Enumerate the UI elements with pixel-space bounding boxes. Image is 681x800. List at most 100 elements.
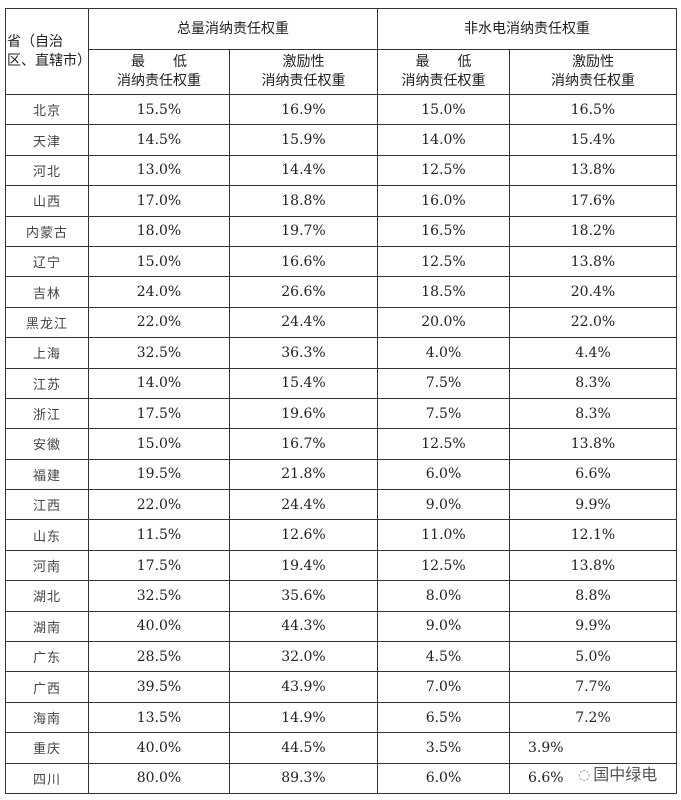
nonhydro-incentive-cell: 5.0% — [509, 641, 677, 673]
nonhydro-incentive-cell: 6.6% — [509, 762, 677, 794]
nonhydro-min-cell: 6.5% — [377, 701, 510, 734]
wechat-icon: ◌ — [578, 767, 591, 783]
total-incentive-cell: 19.4% — [229, 549, 378, 582]
total-incentive-cell: 44.5% — [229, 732, 378, 764]
header-line: 消纳责任权重 — [401, 73, 486, 89]
nonhydro-min-cell: 9.0% — [377, 610, 510, 643]
nonhydro-min-header: 最 低消纳责任权重 — [377, 49, 510, 95]
nonhydro-min-cell: 15.0% — [377, 93, 510, 126]
nonhydro-incentive-cell: 13.8% — [509, 428, 677, 460]
nonhydro-incentive-cell: 8.3% — [509, 367, 677, 399]
province-cell: 江西 — [5, 489, 89, 521]
total-min-cell: 15.5% — [88, 93, 230, 126]
nonhydro-incentive-header: 激励性 消纳责任权重 — [509, 49, 677, 95]
total-incentive-cell: 16.9% — [229, 93, 378, 126]
nonhydro-incentive-cell: 8.3% — [509, 397, 677, 430]
total-min-cell: 13.5% — [88, 701, 230, 734]
nonhydro-min-cell: 7.5% — [377, 397, 510, 430]
total-min-cell: 11.5% — [88, 519, 230, 551]
total-incentive-cell: 12.6% — [229, 519, 378, 551]
header-line: 消纳责任权重 — [117, 73, 201, 89]
province-cell: 四川 — [5, 762, 89, 794]
table-row: 福建 19.5% 21.8% 6.0% 6.6% — [5, 458, 677, 491]
province-cell: 湖北 — [5, 580, 89, 612]
nonhydro-min-cell: 8.0% — [377, 580, 510, 612]
province-cell: 黑龙江 — [5, 306, 89, 339]
nonhydro-min-cell: 9.0% — [377, 489, 510, 521]
total-incentive-cell: 44.3% — [229, 610, 378, 643]
total-incentive-cell: 19.7% — [229, 215, 378, 247]
nonhydro-min-cell: 3.5% — [377, 732, 510, 764]
table-row: 天津 14.5% 15.9% 14.0% 15.4% — [5, 124, 677, 156]
province-cell: 河北 — [5, 154, 89, 187]
province-cell: 天津 — [5, 124, 89, 156]
table-row: 广东 28.5% 32.0% 4.5% 5.0% — [5, 641, 677, 673]
nonhydro-min-cell: 12.5% — [377, 154, 510, 187]
nonhydro-min-cell: 12.5% — [377, 245, 510, 278]
nonhydro-min-cell: 16.5% — [377, 215, 510, 247]
total-incentive-cell: 43.9% — [229, 671, 378, 703]
province-cell: 重庆 — [5, 732, 89, 764]
province-cell: 北京 — [5, 93, 89, 126]
nonhydro-min-cell: 12.5% — [377, 428, 510, 460]
province-cell: 山东 — [5, 519, 89, 551]
total-incentive-cell: 18.8% — [229, 185, 378, 217]
table-row: 广西 39.5% 43.9% 7.0% 7.7% — [5, 671, 677, 703]
watermark: ◌ 国中绿电 — [578, 766, 657, 784]
nonhydro-min-cell: 4.5% — [377, 641, 510, 673]
total-incentive-cell: 19.6% — [229, 397, 378, 430]
total-incentive-cell: 21.8% — [229, 458, 378, 491]
total-min-cell: 28.5% — [88, 641, 230, 673]
total-min-cell: 40.0% — [88, 610, 230, 643]
table-row: 山东 11.5% 12.6% 11.0% 12.1% — [5, 519, 677, 551]
total-incentive-cell: 15.4% — [229, 367, 378, 399]
nonhydro-incentive-cell: 16.5% — [509, 93, 677, 126]
total-incentive-cell: 35.6% — [229, 580, 378, 612]
nonhydro-min-cell: 7.0% — [377, 671, 510, 703]
nonhydro-incentive-cell: 9.9% — [509, 489, 677, 521]
total-incentive-header: 激励性 消纳责任权重 — [229, 49, 378, 95]
nonhydro-incentive-cell: 7.2% — [509, 701, 677, 734]
table-row: 重庆 40.0% 44.5% 3.5% 3.9% — [5, 732, 677, 764]
province-cell: 山西 — [5, 185, 89, 217]
table-row: 江西 22.0% 24.4% 9.0% 9.9% — [5, 489, 677, 521]
nonhydro-min-cell: 6.0% — [377, 458, 510, 491]
total-incentive-cell: 15.9% — [229, 124, 378, 156]
province-header: 省（自治区、直辖市） — [5, 8, 91, 95]
nonhydro-min-cell: 14.0% — [377, 124, 510, 156]
province-cell: 福建 — [5, 458, 89, 491]
total-min-header: 最 低消纳责任权重 — [88, 49, 230, 95]
total-min-cell: 18.0% — [88, 215, 230, 247]
province-cell: 湖南 — [5, 610, 89, 643]
nonhydro-incentive-cell: 8.8% — [509, 580, 677, 612]
table-row: 四川 80.0% 89.3% 6.0% 6.6% — [5, 762, 677, 794]
table-row: 海南 13.5% 14.9% 6.5% 7.2% — [5, 701, 677, 734]
province-cell: 海南 — [5, 701, 89, 734]
nonhydro-min-cell: 7.5% — [377, 367, 510, 399]
total-incentive-cell: 24.4% — [229, 306, 378, 339]
nonhydro-min-cell: 12.5% — [377, 549, 510, 582]
total-min-cell: 19.5% — [88, 458, 230, 491]
province-cell: 浙江 — [5, 397, 89, 430]
province-cell: 安徽 — [5, 428, 89, 460]
nonhydro-min-cell: 18.5% — [377, 276, 510, 308]
nonhydro-incentive-cell: 6.6% — [509, 458, 677, 491]
total-min-cell: 17.5% — [88, 549, 230, 582]
nonhydro-incentive-cell: 13.8% — [509, 549, 677, 582]
total-min-cell: 24.0% — [88, 276, 230, 308]
table-row: 河南 17.5% 19.4% 12.5% 13.8% — [5, 549, 677, 582]
total-incentive-cell: 16.6% — [229, 245, 378, 278]
province-cell: 内蒙古 — [5, 215, 89, 247]
province-cell: 江苏 — [5, 367, 89, 399]
consumption-weight-table: 省（自治区、直辖市） 总量消纳责任权重 非水电消纳责任权重 最 低消纳责任权重 … — [5, 8, 677, 794]
total-incentive-cell: 14.4% — [229, 154, 378, 187]
total-min-cell: 17.5% — [88, 397, 230, 430]
header-line: 最 低 — [415, 54, 472, 70]
table-row: 黑龙江 22.0% 24.4% 20.0% 22.0% — [5, 306, 677, 339]
total-min-cell: 15.0% — [88, 245, 230, 278]
total-incentive-cell: 14.9% — [229, 701, 378, 734]
table-row: 湖北 32.5% 35.6% 8.0% 8.8% — [5, 580, 677, 612]
total-incentive-cell: 89.3% — [229, 762, 378, 794]
nonhydro-min-cell: 16.0% — [377, 185, 510, 217]
nonhydro-incentive-cell: 22.0% — [509, 306, 677, 339]
